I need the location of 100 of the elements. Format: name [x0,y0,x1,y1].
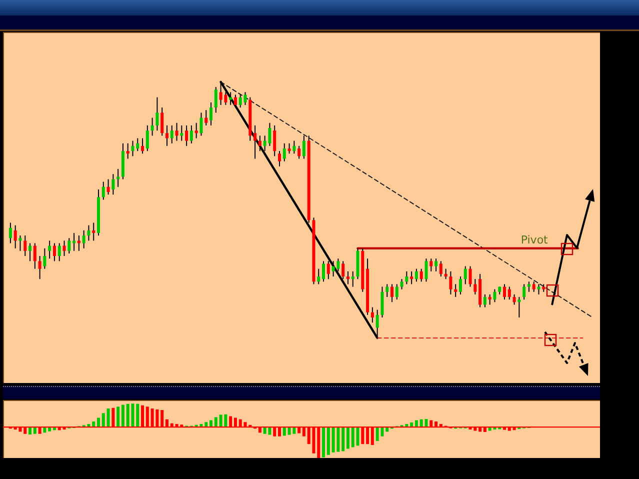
bar [322,427,326,458]
bar [326,427,330,455]
bar [28,427,32,434]
candlestick [317,268,320,285]
candlestick [342,260,345,280]
candlestick [346,270,350,285]
candlestick [527,281,530,292]
candlestick [278,150,281,167]
candlestick [185,124,188,146]
candlestick [414,268,418,282]
candlestick [160,107,164,136]
candlestick [82,230,86,249]
bar [204,422,208,428]
candlestick [43,248,46,270]
candlestick [532,281,536,292]
candlestick [24,235,27,257]
candlestick [370,306,374,324]
candlestick [14,224,17,249]
candlestick [136,138,140,152]
candlestick [234,94,237,108]
bar [96,418,100,428]
candlestick [512,294,516,306]
bar [116,406,120,428]
bar [92,421,96,428]
candlestick [116,168,120,188]
candlestick [458,276,462,295]
candlestick [430,258,433,272]
candlestick [518,296,521,318]
bar [43,427,46,433]
candlestick [156,96,159,132]
candlestick [503,284,506,300]
bar [33,427,36,434]
candlestick [8,222,12,244]
bar [346,427,350,449]
candlestick [38,256,42,280]
candlestick [141,138,144,154]
candlestick [400,278,404,290]
candlestick [302,135,306,160]
bar [106,408,110,428]
series-label: Pivot [520,233,549,246]
candlestick [194,122,198,139]
candlestick [106,178,110,196]
candlestick [410,270,414,285]
candlestick [380,286,384,318]
candlestick [444,268,448,280]
candlestick [131,140,134,157]
candlestick [190,124,193,144]
candlestick [180,124,184,142]
candlestick [204,110,208,126]
candlestick [18,235,22,252]
candlestick [434,258,438,272]
candlestick [210,102,213,126]
bar [414,420,418,428]
candlestick [522,284,526,300]
candlestick [493,288,496,303]
candlestick [112,174,115,196]
bar [342,427,345,452]
candlestick [87,224,90,242]
candlestick [33,242,36,270]
candlestick [28,242,32,262]
bar [282,427,286,436]
candlestick [474,278,477,295]
bar [356,427,360,446]
bar [136,404,140,428]
candlestick [48,240,52,260]
candlestick [326,260,330,280]
candlestick [420,268,423,282]
candlestick [214,86,218,114]
candlestick [288,142,291,154]
candlestick [258,135,262,152]
candlestick [58,242,61,262]
candlestick [146,124,149,152]
candlestick [150,117,154,136]
candlestick [439,260,442,277]
candlestick [77,235,80,252]
candlestick [92,222,96,242]
candlestick [68,238,71,254]
candlestick [273,124,276,157]
candlestick [282,142,286,162]
candlestick [468,266,472,288]
candlestick [292,140,296,154]
candlestick [200,112,203,136]
candlestick [424,258,428,282]
candlestick [72,232,76,252]
bar [214,417,218,428]
candlestick [395,284,398,300]
candlestick [386,284,389,298]
candlestick [254,124,257,160]
candlestick [351,270,354,288]
candlestick [229,92,232,106]
bar [210,420,213,428]
candlestick [165,124,168,146]
bar [121,404,124,428]
candlestick [483,294,486,308]
candlestick [322,260,326,282]
candlestick [175,122,178,142]
candlestick [170,124,174,144]
candlestick [62,240,66,257]
candlestick [52,242,56,262]
candlestick [405,270,408,285]
